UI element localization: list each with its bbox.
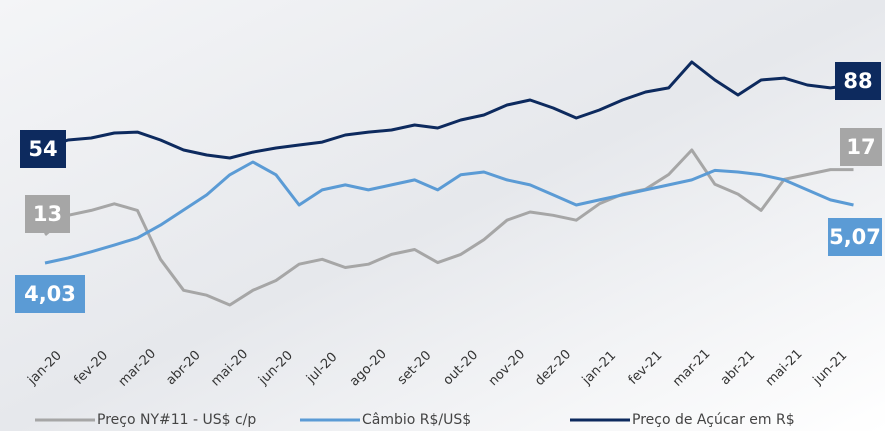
value-label: 4,03 (24, 282, 76, 306)
value-label: 88 (843, 69, 872, 93)
value-label: 17 (846, 135, 875, 159)
value-label: 13 (33, 202, 62, 226)
value-label-box (15, 275, 85, 313)
value-label-box (20, 130, 66, 168)
value-label: 54 (28, 137, 57, 161)
series-line (44, 160, 854, 265)
value-label-box (840, 128, 882, 166)
series-line (44, 60, 854, 160)
value-label-box (25, 195, 70, 233)
series-line (44, 148, 854, 307)
legend-label: Preço de Açúcar em R$ (632, 412, 795, 428)
legend-label: Câmbio R$/US$ (362, 412, 471, 428)
value-label-box (835, 62, 881, 100)
value-label: 5,07 (829, 225, 881, 249)
value-label-box (828, 218, 882, 256)
legend-label: Preço NY#11 - US$ c/p (97, 412, 256, 428)
